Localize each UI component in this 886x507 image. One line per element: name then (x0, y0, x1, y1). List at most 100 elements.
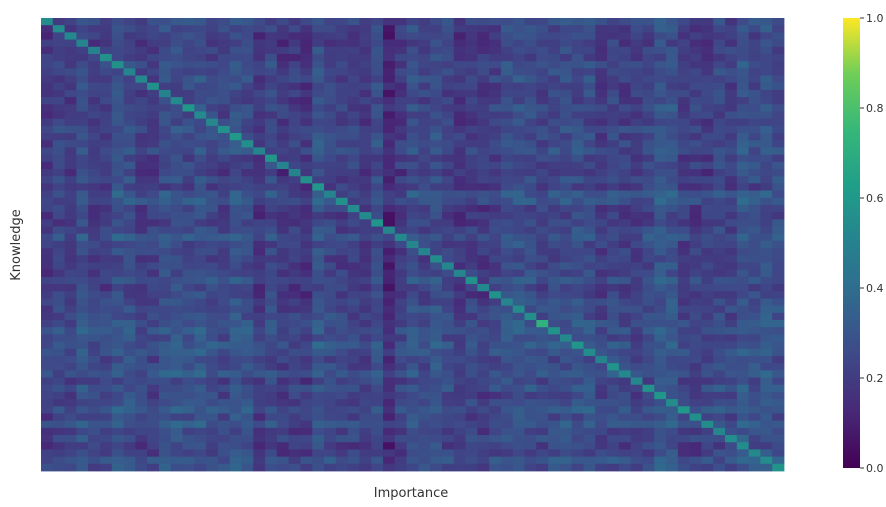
heatmap-cell (418, 399, 431, 407)
heatmap-cell (265, 25, 278, 33)
heatmap-cell (500, 276, 514, 285)
heatmap-cell (607, 391, 620, 400)
heatmap-cell (383, 154, 396, 163)
heatmap-cell (88, 176, 101, 184)
heatmap-cell (654, 183, 667, 191)
heatmap-cell (41, 176, 54, 184)
heatmap-cell (229, 104, 242, 112)
heatmap-cell (312, 327, 325, 335)
heatmap-cell (642, 384, 655, 393)
heatmap-cell (371, 240, 384, 249)
heatmap-cell (559, 463, 573, 472)
heatmap-cell (536, 125, 549, 134)
heatmap-cell (371, 183, 384, 191)
heatmap-cell (123, 18, 136, 26)
heatmap-cell (654, 46, 667, 55)
heatmap-cell (88, 406, 101, 414)
heatmap-cell (406, 298, 419, 307)
heatmap-cell (88, 204, 101, 213)
heatmap-cell (324, 276, 337, 285)
heatmap-cell (406, 176, 419, 184)
heatmap-cell (347, 248, 360, 256)
heatmap-cell (489, 125, 502, 134)
heatmap-cell (441, 463, 455, 472)
heatmap-cell (465, 399, 478, 407)
heatmap-cell (276, 384, 290, 393)
heatmap-cell (713, 169, 726, 177)
heatmap-cell (548, 456, 561, 465)
heatmap-cell (666, 133, 679, 141)
heatmap-cell (52, 456, 65, 465)
heatmap-cell (559, 442, 573, 450)
heatmap-cell (312, 32, 325, 40)
heatmap-cell (206, 140, 219, 148)
heatmap-cell (335, 377, 349, 386)
heatmap-cell (123, 363, 136, 371)
heatmap-cell (99, 427, 113, 436)
heatmap-cell (158, 370, 172, 378)
heatmap-cell (194, 363, 207, 371)
heatmap-cell (52, 320, 65, 328)
heatmap-cell (666, 463, 679, 472)
heatmap-cell (383, 82, 396, 91)
heatmap-cell (312, 25, 325, 33)
heatmap-cell (182, 320, 195, 328)
heatmap-cell (642, 190, 655, 199)
heatmap-cell (418, 183, 431, 191)
heatmap-cell (52, 133, 65, 141)
heatmap-cell (312, 18, 325, 26)
heatmap-cell (559, 420, 573, 429)
heatmap-cell (170, 305, 183, 314)
heatmap-cell (324, 140, 337, 148)
heatmap-cell (383, 111, 396, 120)
heatmap-cell (430, 25, 443, 33)
heatmap-cell (477, 370, 490, 378)
heatmap-cell (371, 284, 384, 292)
heatmap-cell (725, 61, 738, 69)
heatmap-cell (441, 140, 455, 148)
heatmap-cell (524, 18, 537, 26)
heatmap-cell (300, 312, 313, 321)
heatmap-cell (430, 125, 443, 134)
heatmap-cell (524, 169, 537, 177)
heatmap-cell (630, 140, 643, 148)
heatmap-cell (371, 456, 384, 465)
heatmap-cell (418, 255, 431, 263)
heatmap-cell (158, 32, 172, 40)
heatmap-cell (654, 255, 667, 263)
heatmap-cell (583, 442, 596, 450)
heatmap-cell (441, 183, 455, 191)
heatmap-cell (571, 291, 584, 299)
heatmap-cell (748, 370, 761, 378)
heatmap-cell (253, 377, 266, 386)
heatmap-cell (512, 312, 525, 321)
heatmap-cell (583, 449, 596, 458)
heatmap-cell (618, 61, 632, 69)
heatmap-cell (477, 276, 490, 285)
heatmap-cell (335, 147, 349, 156)
heatmap-cell (666, 53, 679, 62)
heatmap-cell (642, 226, 655, 235)
heatmap-cell (524, 427, 537, 436)
heatmap-cell (111, 255, 124, 263)
heatmap-cell (441, 197, 455, 206)
heatmap-cell (41, 82, 54, 91)
heatmap-cell (41, 370, 54, 378)
heatmap-cell (524, 147, 537, 156)
heatmap-cell (689, 269, 702, 278)
heatmap-cell (430, 291, 443, 299)
heatmap-cell (689, 32, 702, 40)
heatmap-cell (253, 53, 266, 62)
heatmap-cell (288, 334, 301, 342)
heatmap-cell (618, 226, 632, 235)
heatmap-cell (335, 61, 349, 69)
heatmap-cell (548, 248, 561, 256)
heatmap-cell (359, 255, 372, 263)
heatmap-cell (182, 68, 195, 76)
heatmap-cell (618, 355, 632, 364)
heatmap-cell (217, 89, 231, 98)
heatmap-cell (265, 348, 278, 357)
heatmap-cell (194, 298, 207, 307)
heatmap-cell (583, 355, 596, 364)
heatmap-cell (88, 25, 101, 33)
